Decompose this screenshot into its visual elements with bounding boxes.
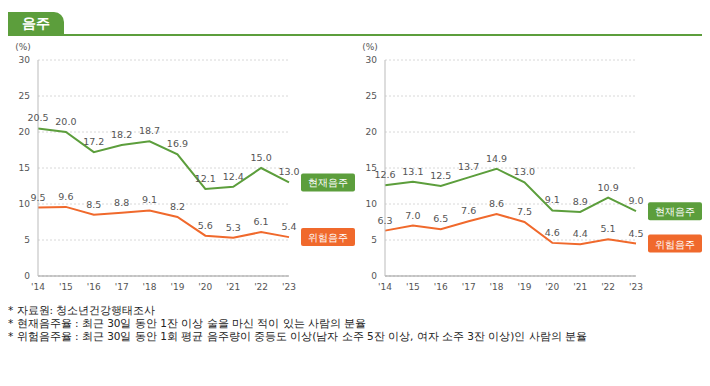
svg-text:'18: '18 (490, 282, 504, 292)
svg-text:'16: '16 (434, 282, 448, 292)
svg-text:7.0: 7.0 (405, 210, 420, 221)
svg-text:0: 0 (371, 271, 377, 281)
svg-text:13.7: 13.7 (458, 161, 479, 172)
svg-text:6.3: 6.3 (377, 215, 392, 226)
svg-text:6.5: 6.5 (433, 213, 448, 224)
svg-text:12.1: 12.1 (195, 173, 216, 184)
svg-text:4.4: 4.4 (573, 228, 588, 239)
svg-text:17.2: 17.2 (83, 136, 104, 147)
svg-text:15: 15 (19, 163, 30, 173)
svg-text:10: 10 (19, 199, 31, 209)
svg-text:'16: '16 (87, 282, 101, 292)
svg-text:12.5: 12.5 (430, 170, 451, 181)
svg-text:현재음주: 현재음주 (308, 177, 348, 188)
svg-text:8.9: 8.9 (573, 196, 588, 207)
svg-text:9.0: 9.0 (628, 195, 643, 206)
svg-text:'18: '18 (143, 282, 157, 292)
svg-text:15: 15 (365, 163, 377, 174)
svg-text:25: 25 (366, 91, 377, 101)
svg-text:25: 25 (19, 91, 30, 101)
svg-text:(%): (%) (362, 42, 378, 52)
svg-text:15.0: 15.0 (251, 152, 272, 163)
svg-text:현재음주: 현재음주 (655, 206, 695, 217)
svg-text:6.1: 6.1 (254, 216, 269, 227)
svg-text:10.9: 10.9 (598, 182, 619, 193)
html-text:* 자료원: 청소년건강행태조사: * 자료원: 청소년건강행태조사 (8, 304, 156, 316)
svg-text:8.2: 8.2 (170, 201, 185, 212)
svg-text:0: 0 (24, 271, 30, 281)
svg-text:13.1: 13.1 (402, 166, 423, 177)
svg-text:9.1: 9.1 (545, 194, 560, 205)
svg-text:30: 30 (366, 55, 378, 65)
svg-text:9.1: 9.1 (142, 194, 157, 205)
svg-text:30: 30 (19, 55, 31, 65)
svg-text:7.6: 7.6 (461, 205, 476, 216)
svg-text:9.5: 9.5 (30, 192, 45, 203)
svg-text:5.3: 5.3 (226, 222, 241, 233)
svg-text:'15: '15 (406, 282, 420, 292)
svg-text:위험음주: 위험음주 (308, 232, 348, 243)
svg-text:20: 20 (366, 127, 378, 137)
svg-text:14.9: 14.9 (486, 153, 507, 164)
svg-text:20.0: 20.0 (55, 116, 76, 127)
svg-text:4.5: 4.5 (628, 228, 643, 239)
svg-text:4.6: 4.6 (545, 227, 560, 238)
svg-text:8.5: 8.5 (86, 199, 101, 210)
svg-text:8.8: 8.8 (114, 197, 129, 208)
svg-text:(%): (%) (15, 42, 31, 52)
svg-text:'19: '19 (170, 282, 184, 292)
html-text:* 현재음주율 : 최근 30일 동안 1잔 이상 술을 마: * 현재음주율 : 최근 30일 동안 1잔 이상 술을 마신 적이 있는 사람… (8, 317, 367, 329)
svg-text:18.7: 18.7 (139, 125, 160, 136)
svg-text:10: 10 (366, 199, 378, 209)
svg-text:8.6: 8.6 (489, 198, 504, 209)
svg-text:5: 5 (24, 235, 30, 245)
svg-text:'23: '23 (629, 282, 643, 292)
svg-text:12.6: 12.6 (374, 169, 395, 180)
svg-text:5: 5 (371, 235, 377, 245)
svg-text:16.9: 16.9 (167, 138, 188, 149)
svg-text:'17: '17 (115, 282, 129, 292)
svg-text:12.4: 12.4 (223, 171, 244, 182)
svg-text:'21: '21 (226, 282, 240, 292)
html-text:* 위험음주율 : 최근 30일 동안 1회 평균 음주량이: * 위험음주율 : 최근 30일 동안 1회 평균 음주량이 중등도 이상(남자… (8, 330, 588, 342)
svg-text:'15: '15 (59, 282, 73, 292)
svg-text:'20: '20 (545, 282, 559, 292)
svg-text:9.6: 9.6 (58, 191, 73, 202)
svg-text:5.1: 5.1 (601, 223, 616, 234)
svg-text:20: 20 (19, 127, 31, 137)
svg-text:7.5: 7.5 (517, 206, 532, 217)
svg-text:'17: '17 (462, 282, 476, 292)
svg-text:13.0: 13.0 (278, 166, 299, 177)
svg-text:'22: '22 (601, 282, 615, 292)
svg-text:'14: '14 (31, 282, 45, 292)
html-text:음주: 음주 (22, 15, 50, 31)
svg-text:'14: '14 (378, 282, 392, 292)
svg-text:18.2: 18.2 (111, 129, 132, 140)
svg-text:'21: '21 (573, 282, 587, 292)
svg-text:'20: '20 (198, 282, 212, 292)
svg-text:'23: '23 (282, 282, 296, 292)
svg-text:20.5: 20.5 (27, 112, 48, 123)
svg-text:5.4: 5.4 (281, 221, 296, 232)
svg-text:13.0: 13.0 (514, 166, 535, 177)
svg-text:위험음주: 위험음주 (655, 239, 695, 250)
svg-text:5.6: 5.6 (198, 220, 213, 231)
svg-text:'22: '22 (254, 282, 268, 292)
svg-text:'19: '19 (517, 282, 531, 292)
